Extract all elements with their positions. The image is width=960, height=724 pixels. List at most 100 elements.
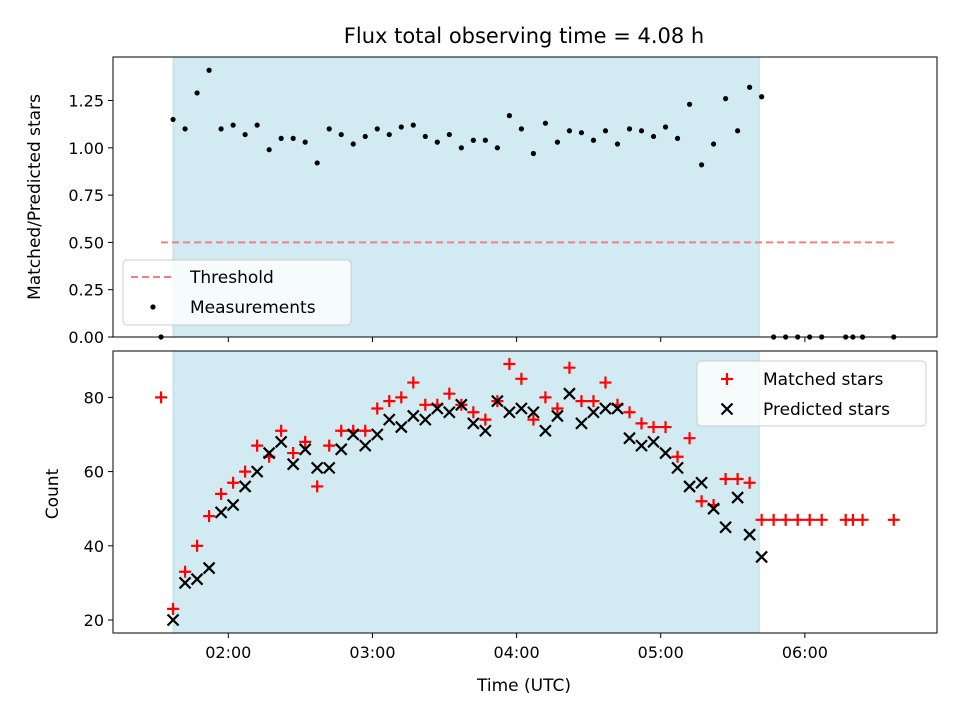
bottom-series-1-point <box>731 491 744 504</box>
bottom-series-0-point <box>791 513 804 526</box>
top-series-0-point <box>434 139 440 145</box>
top-series-0-point <box>230 122 236 128</box>
bottom-series-1-point <box>563 387 576 400</box>
bottom-series-1-point <box>358 439 372 452</box>
top-series-0-point <box>470 137 476 143</box>
legend-matched-swatch <box>721 373 733 385</box>
bottom-series-0-point <box>599 376 612 389</box>
bottom-series-1-point <box>695 476 708 490</box>
bottom-series-0-point <box>815 513 828 526</box>
bottom-series-0-point <box>407 376 420 389</box>
top-series-0-point <box>554 139 561 145</box>
top-series-0-point <box>266 147 272 153</box>
chart-title: Flux total observing time = 4.08 h <box>344 24 704 48</box>
legend-threshold-label: Threshold <box>189 268 274 288</box>
top-series-0-point <box>182 126 188 132</box>
bottom-series-0-point <box>239 465 252 478</box>
bottom-series-1-point <box>286 457 300 471</box>
bottom-series-1-point <box>455 398 468 412</box>
bottom-series-0-point <box>479 413 492 426</box>
bottom-series-0-point <box>671 450 684 463</box>
top-series-0-point <box>626 126 633 132</box>
bottom-series-1-point <box>623 431 636 445</box>
bottom-series-1-point <box>755 550 768 564</box>
bottom-series-1-point <box>407 409 420 423</box>
top-series-0-point <box>482 137 488 143</box>
bottom-series-0-point <box>167 602 180 615</box>
bottom-series-0-point <box>287 447 300 460</box>
top-series-0-point <box>194 90 200 96</box>
bottom-series-0-point <box>779 513 792 526</box>
bottom-series-0-point <box>227 476 240 489</box>
top-series-0-point <box>602 128 609 134</box>
bottom-series-0-point <box>371 402 384 415</box>
bottom-series-1-point <box>382 413 396 426</box>
bottom-series-1-point <box>346 428 360 441</box>
top-series-0-point <box>386 131 392 138</box>
top-series-0-point <box>302 139 308 145</box>
top-series-0-point <box>698 162 705 168</box>
top-series-0-point <box>314 160 320 166</box>
top-y-tick-label: 0.50 <box>68 233 104 252</box>
legend-measurements-swatch <box>150 304 156 310</box>
top-y-tick-label: 1.00 <box>68 139 104 158</box>
bottom-series-0-point <box>587 395 600 408</box>
top-series-0-point <box>398 124 404 130</box>
x-tick-label: 06:00 <box>782 643 828 662</box>
bottom-series-1-point <box>226 498 240 512</box>
bottom-series-1-point <box>659 446 672 460</box>
bottom-series-0-point <box>527 413 540 426</box>
legend-predicted-label: Predicted stars <box>763 400 890 420</box>
top-series-0-point <box>735 128 741 134</box>
bottom-series-0-point <box>467 406 480 419</box>
x-tick-label: 03:00 <box>349 643 395 662</box>
top-panel: 0.00 0.25 0.50 0.75 1.00 1.25 Threshold Measure… <box>68 56 938 347</box>
top-series-0-point <box>254 122 260 128</box>
bottom-series-1-point <box>238 480 252 493</box>
bottom-series-0-point <box>719 473 732 486</box>
bottom-series-0-point <box>203 510 216 523</box>
top-series-0-point <box>410 122 416 128</box>
top-legend: Threshold Measurements <box>122 259 352 326</box>
top-series-0-point <box>290 135 296 141</box>
x-axis-label: Time (UTC) <box>476 676 571 696</box>
top-series-0-point <box>530 150 537 157</box>
top-series-0-point <box>374 126 380 132</box>
bottom-series-1-point <box>599 402 612 415</box>
top-series-0-point <box>458 145 464 151</box>
bottom-y-tick-label: 40 <box>84 537 104 556</box>
top-y-axis-label: Matched/Predicted stars <box>25 94 45 300</box>
bottom-series-1-point <box>419 413 432 426</box>
bottom-legend-box <box>696 360 927 427</box>
bottom-series-1-point <box>322 461 336 475</box>
bottom-series-1-point <box>395 420 408 434</box>
top-series-0-point <box>446 131 452 138</box>
bottom-series-0-point <box>635 417 648 430</box>
top-series-0-point <box>506 113 512 119</box>
top-y-tick-label: 0.00 <box>68 328 104 347</box>
top-series-0-point <box>638 128 645 134</box>
top-series-0-point <box>662 124 669 130</box>
bottom-series-1-point <box>190 572 204 586</box>
top-series-0-point <box>566 128 573 134</box>
bottom-series-0-point <box>251 439 264 452</box>
x-tick-label: 04:00 <box>494 643 540 662</box>
bottom-series-1-point <box>262 446 276 460</box>
bottom-series-1-point <box>178 576 192 590</box>
top-series-0-point <box>710 141 717 147</box>
bottom-y-axis-label: Count <box>43 468 63 519</box>
bottom-series-1-point <box>671 461 684 475</box>
bottom-y-tick-label: 80 <box>84 388 104 407</box>
bottom-series-0-point <box>647 421 660 434</box>
top-series-0-point <box>422 133 428 140</box>
bottom-series-1-point <box>370 428 384 441</box>
bottom-y-tick-label: 60 <box>84 463 104 482</box>
top-series-0-point <box>578 130 585 136</box>
top-y-tick-label: 1.25 <box>68 92 104 111</box>
top-series-0-point <box>218 126 224 132</box>
top-series-0-point <box>722 96 729 102</box>
top-y-tick-label: 0.25 <box>68 281 104 300</box>
bottom-series-1-point <box>707 502 720 515</box>
bottom-series-0-point <box>887 513 900 526</box>
